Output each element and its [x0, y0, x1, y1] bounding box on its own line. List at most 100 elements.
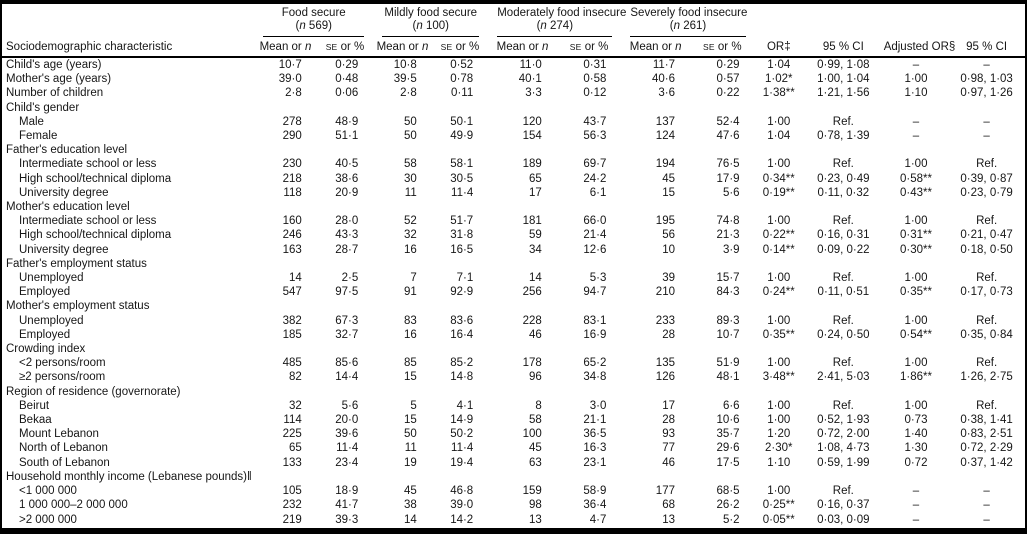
cell: 0·35** — [762, 328, 795, 341]
table-row: Intermediate school or less 230 40·5 58 58·1… — [2, 157, 1025, 171]
cell: 63 — [529, 456, 542, 469]
cell: 39·6 — [335, 428, 359, 441]
cell — [884, 299, 949, 313]
cell: 14·4 — [335, 371, 359, 384]
cell — [948, 385, 1025, 399]
cell: 34 — [529, 243, 542, 256]
cell: 5·2 — [722, 513, 740, 526]
group-header: Mildly food secure (n 100) — [373, 4, 488, 37]
cell: 31·8 — [450, 229, 474, 242]
cell: 0·34** — [762, 172, 795, 185]
cell: 160 — [282, 215, 302, 228]
cell: 1·00 — [904, 158, 928, 171]
cell: 11·4 — [451, 442, 474, 455]
column-header-characteristic: Sociodemographic characteristic — [2, 4, 255, 58]
n-symbol: n — [673, 20, 680, 32]
group-title: Moderately food insecure — [497, 7, 627, 19]
cell: 0·06 — [335, 87, 359, 100]
cell: 97·5 — [335, 286, 359, 299]
cell: 32 — [403, 229, 417, 242]
table-row: Unemployed 382 67·3 83 83·6 228 83·1 233 89·3 1·0… — [2, 314, 1025, 328]
cell: 65 — [529, 172, 542, 185]
cell — [557, 257, 622, 271]
cell: 20·9 — [335, 186, 359, 199]
row-label: Mount Lebanon — [19, 428, 99, 441]
cell: 0·52 — [450, 59, 474, 71]
cell: 92·9 — [450, 286, 474, 299]
table-row: Employed 547 97·5 91 92·9 256 94·7 210 84·3 0·24*… — [2, 285, 1025, 299]
header-row-subcols: Mean or n se or % Mean or n se or % Mean or … — [2, 37, 1025, 58]
header-row-groups: Sociodemographic characteristic Food secu… — [2, 4, 1025, 58]
cell: 20·0 — [335, 414, 359, 427]
cell: 1·08, 4·73 — [817, 442, 870, 455]
cell: 15 — [662, 186, 675, 199]
cell: 0·05** — [762, 513, 795, 526]
group-n-value: 100 — [425, 20, 446, 32]
cell: 94·7 — [583, 286, 607, 299]
row-label: Mother's employment status — [6, 300, 150, 313]
cell — [621, 257, 690, 271]
cell: 40·5 — [335, 158, 359, 171]
row-label: Crowding index — [6, 343, 86, 356]
cell: 85·6 — [335, 357, 359, 370]
cell: 0·14** — [762, 243, 795, 256]
cell: 1·00 — [904, 73, 928, 86]
cell — [948, 200, 1025, 214]
cell — [755, 299, 803, 313]
cell: 0·59, 1·99 — [817, 456, 870, 469]
cell: 118 — [283, 186, 302, 199]
cell: 1·38** — [762, 87, 795, 100]
cell: Ref. — [832, 314, 854, 327]
cell: 0·22 — [716, 87, 740, 100]
cell: 1·00 — [767, 485, 791, 498]
cell: 5·3 — [589, 272, 607, 285]
cell: 51·7 — [450, 215, 474, 228]
group-title: Mildly food secure — [384, 7, 478, 19]
cell: 50 — [403, 115, 417, 128]
cell: 1·20 — [767, 428, 791, 441]
cell: 0·23, 0·49 — [817, 172, 870, 185]
cell: 1·30 — [904, 442, 928, 455]
cell: 1·00 — [904, 314, 928, 327]
row-label: <1 000 000 — [19, 485, 77, 498]
cell: 0·48 — [335, 73, 359, 86]
mean-label: Mean or — [629, 41, 676, 53]
cell: 85·2 — [450, 357, 474, 370]
cell — [690, 385, 755, 399]
cell: 16·5 — [450, 243, 474, 256]
cell: 40·1 — [518, 73, 542, 86]
cell: 21·3 — [716, 229, 740, 242]
cell: 21·1 — [583, 414, 607, 427]
cell: 0·37, 1·42 — [960, 456, 1013, 469]
cell: 246 — [282, 229, 302, 242]
cell: 1·86** — [899, 371, 932, 384]
subcol-header-se: se or % — [316, 37, 374, 58]
section-row: Father's employment status — [2, 257, 1025, 271]
cell: 0·35, 0·84 — [960, 328, 1013, 341]
cell: 232 — [282, 499, 302, 512]
table-row: University degree 118 20·9 11 11·4 17 6·1 15 5·6… — [2, 186, 1025, 200]
cell: 16·9 — [583, 328, 607, 341]
table-row: Female 290 51·1 50 49·9 154 56·3 124 47·6 1·04 0·7… — [2, 129, 1025, 143]
cell: 0·22** — [762, 229, 795, 242]
cell: 105 — [282, 485, 302, 498]
row-label: Region of residence (governorate) — [6, 385, 181, 398]
cell: 0·24, 0·50 — [817, 328, 870, 341]
table-row: ≥2 persons/room 82 14·4 15 14·8 96 34·8 126 48·1… — [2, 370, 1025, 384]
subcol-header-se: se or % — [431, 37, 489, 58]
cell — [557, 143, 622, 157]
cell: – — [912, 499, 920, 512]
cell — [803, 385, 884, 399]
cell: 50·1 — [450, 115, 474, 128]
cell — [488, 257, 557, 271]
row-label: Child's age (years) — [6, 59, 102, 71]
cell: 1·00 — [904, 357, 928, 370]
cell: 48·9 — [335, 115, 359, 128]
cell: 28·0 — [335, 215, 359, 228]
cell: 36·5 — [583, 428, 607, 441]
cell — [690, 257, 755, 271]
cell: 177 — [655, 485, 675, 498]
cell: Ref. — [832, 158, 854, 171]
cell: 14 — [529, 272, 542, 285]
